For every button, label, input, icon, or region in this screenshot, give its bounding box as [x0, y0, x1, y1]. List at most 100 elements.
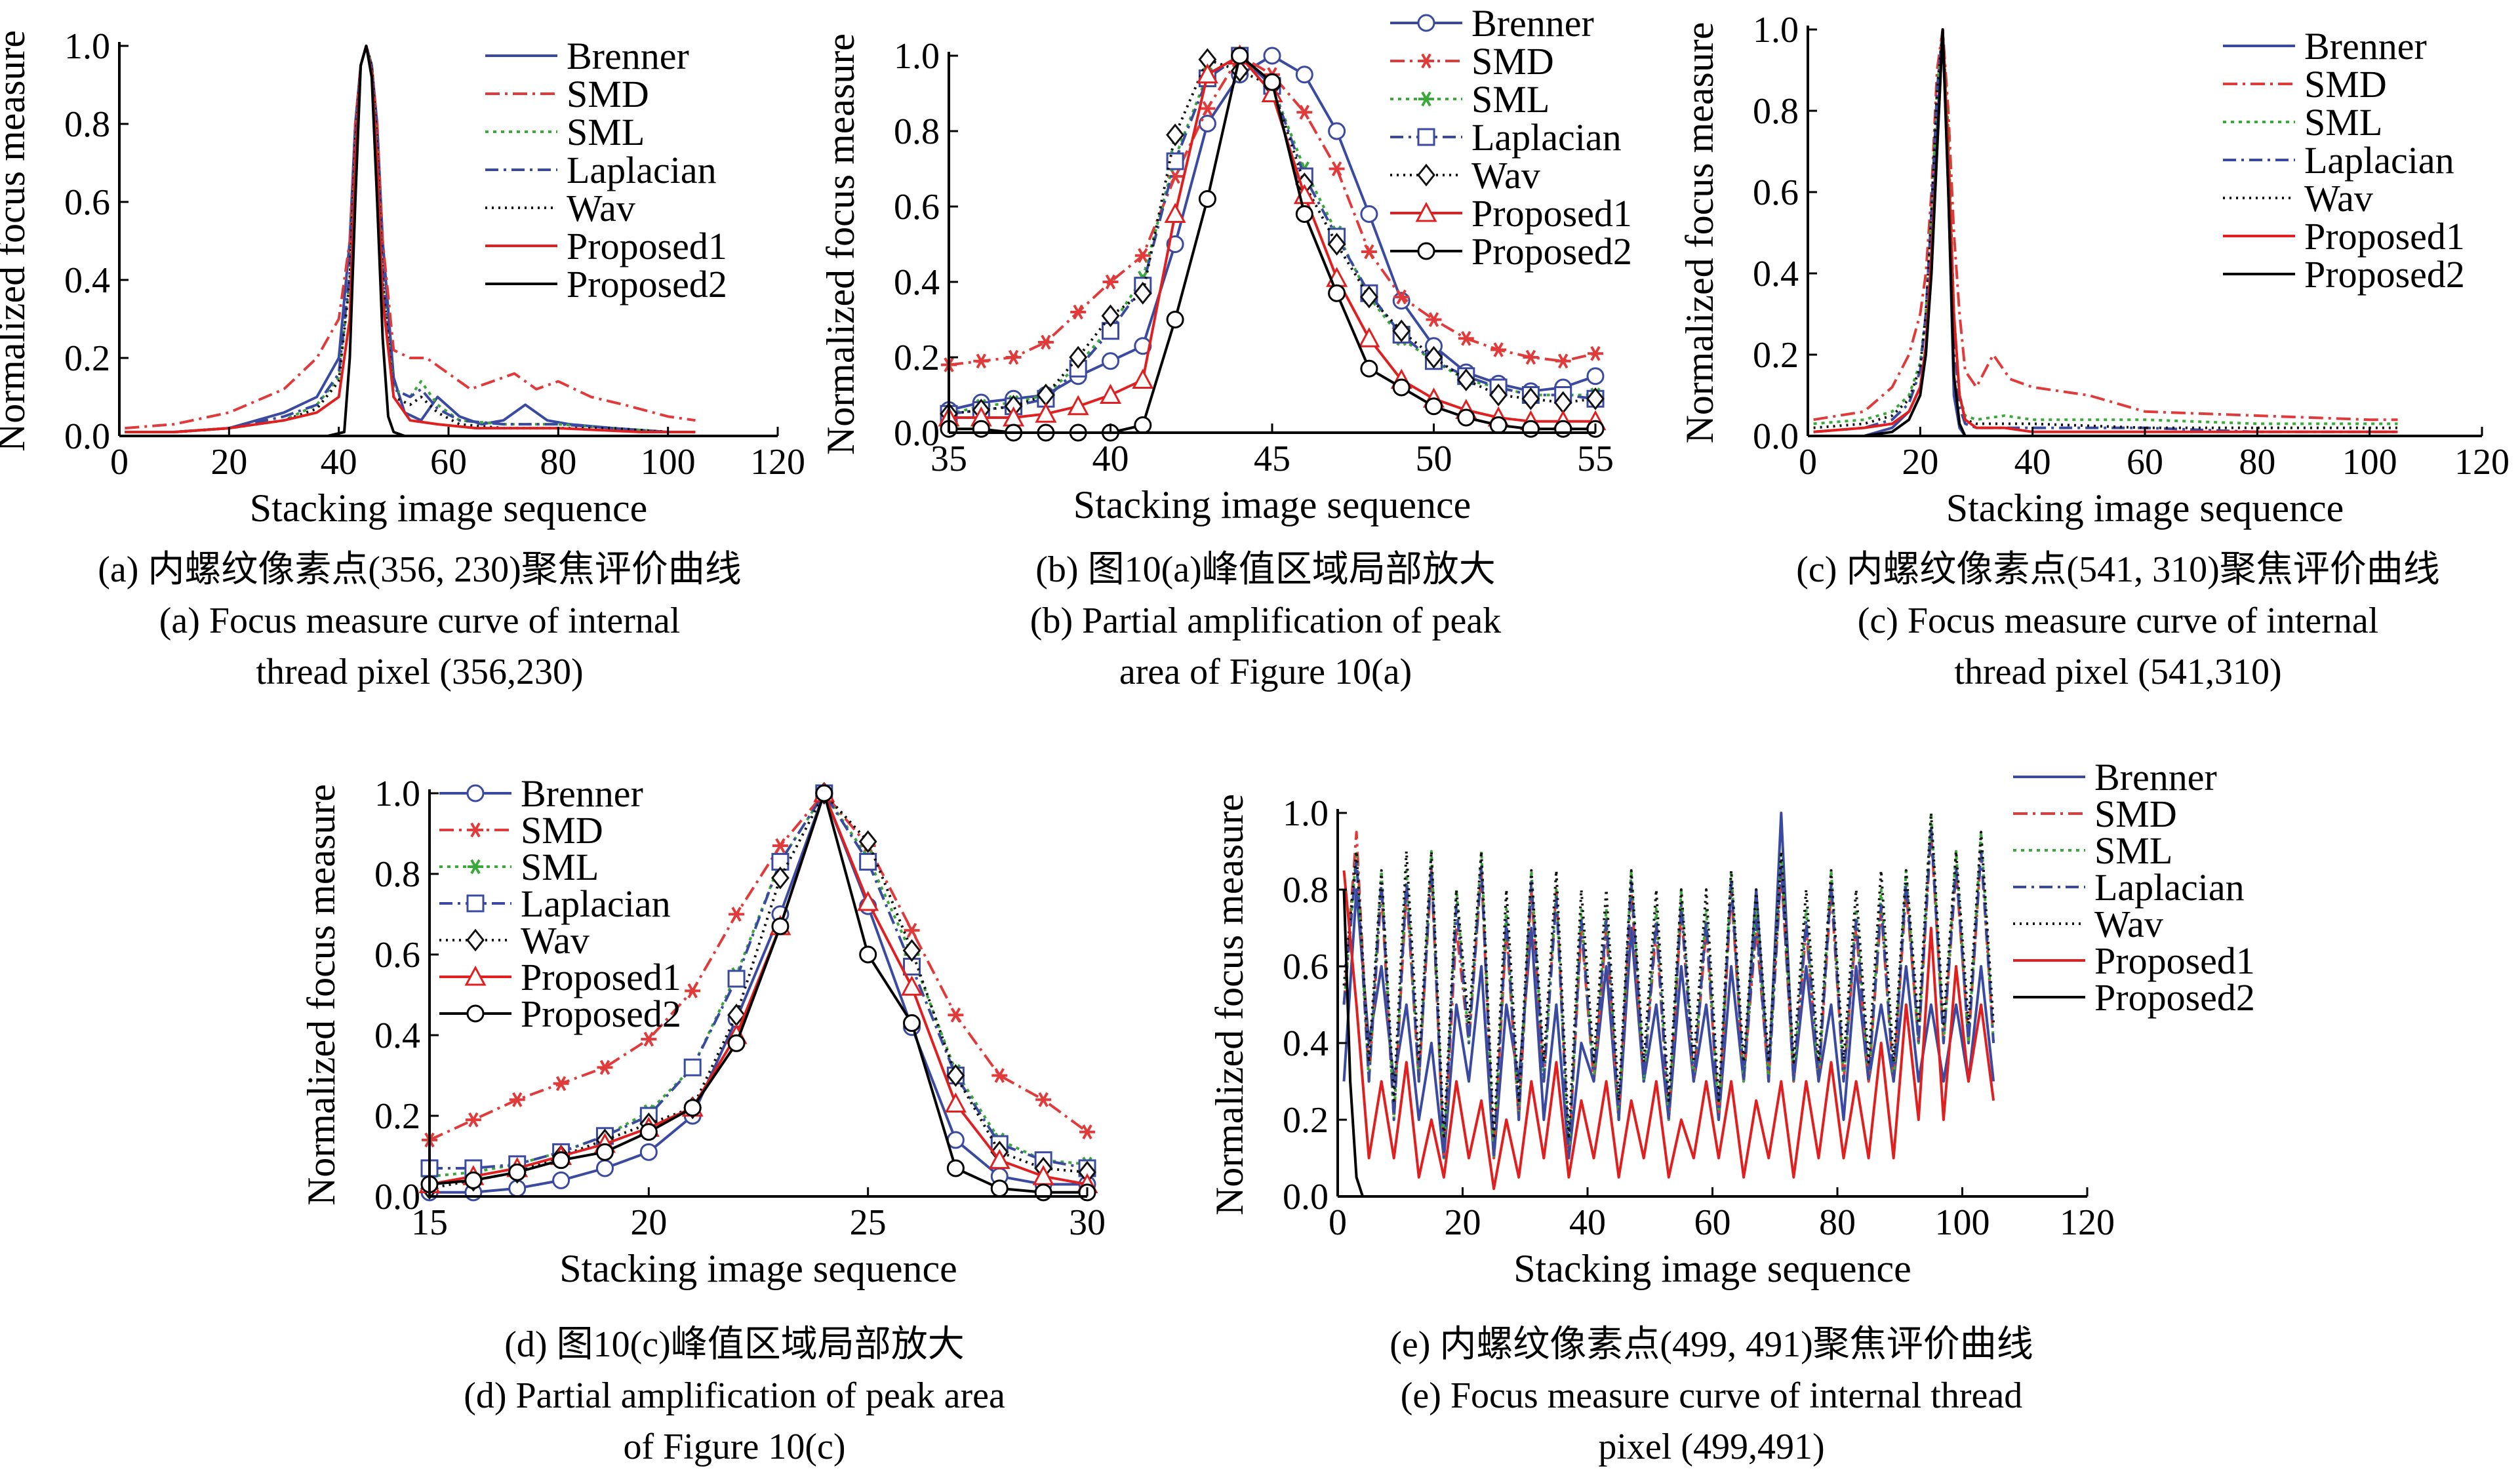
data-point-smd — [1523, 349, 1539, 365]
y-tick-label: 0.2 — [374, 1096, 420, 1137]
legend-label-proposed1: Proposed1 — [521, 956, 681, 998]
caption-e-en1: (e) Focus measure curve of internal thre… — [1400, 1375, 2023, 1416]
y-tick-label: 0.4 — [1283, 1023, 1329, 1064]
legend-label-wav: Wav — [567, 187, 635, 229]
data-point-proposed2 — [727, 1034, 746, 1052]
data-point-smd — [1296, 104, 1313, 120]
data-point-proposed2 — [1457, 408, 1475, 427]
data-point-proposed2 — [1198, 190, 1216, 208]
data-point-laplacian — [859, 853, 877, 871]
y-tick-label: 0.2 — [1753, 335, 1799, 376]
x-tick-label: 20 — [1902, 442, 1938, 483]
data-point-proposed2 — [1489, 416, 1508, 434]
x-tick-label: 40 — [2014, 442, 2051, 483]
legend-label-smd: SMD — [1471, 40, 1554, 83]
caption-d: (d) 图10(c)峰值区域局部放大 (d) Partial amplifica… — [308, 1319, 1161, 1472]
caption-d-en2: of Figure 10(c) — [623, 1427, 846, 1467]
legend-label-sml: SML — [1471, 78, 1550, 121]
y-tick-label: 0.4 — [374, 1016, 420, 1056]
caption-b-en1: (b) Partial amplification of peak — [1030, 601, 1502, 641]
data-point-proposed2 — [903, 1014, 921, 1033]
legend-label-brenner: Brenner — [1471, 2, 1594, 45]
caption-b-cn: (b) 图10(a)峰值区域局部放大 — [1035, 549, 1496, 590]
y-tick-label: 0.8 — [894, 111, 940, 152]
y-axis-label: Normalized focus measure — [0, 30, 33, 452]
y-tick-label: 1.0 — [374, 774, 420, 814]
y-tick-label: 0.2 — [1283, 1100, 1329, 1141]
series-line-laplacian — [430, 792, 1088, 1170]
series-line-smd — [1813, 28, 2398, 422]
x-tick-label: 35 — [930, 439, 967, 479]
x-tick-label: 55 — [1577, 439, 1614, 479]
legend-marker-sml — [1418, 91, 1434, 107]
y-tick-label: 0.8 — [1283, 870, 1329, 911]
caption-e-en2: pixel (499,491) — [1598, 1427, 1825, 1467]
data-point-brenner — [552, 1171, 570, 1189]
data-point-proposed2 — [508, 1163, 527, 1181]
data-point-smd — [1329, 161, 1345, 176]
legend-label-brenner: Brenner — [521, 772, 643, 815]
data-point-proposed1 — [857, 890, 879, 911]
legend-marker-brenner — [1417, 14, 1435, 32]
x-tick-label: 40 — [321, 442, 357, 483]
legend-marker-proposed1 — [1415, 201, 1437, 222]
data-point-wav — [1424, 345, 1443, 369]
x-tick-label: 15 — [411, 1202, 448, 1243]
series-line-wav — [1342, 812, 1995, 1141]
y-tick-label: 1.0 — [894, 36, 940, 77]
data-point-proposed2 — [683, 1099, 702, 1117]
data-point-wav — [902, 939, 921, 962]
data-point-smd — [1005, 349, 1022, 365]
data-point-wav — [1133, 281, 1152, 305]
legend-marker-sml — [468, 859, 483, 875]
legend-label-smd: SMD — [2094, 793, 2177, 835]
x-tick-label: 60 — [430, 442, 467, 483]
data-point-brenner — [1360, 205, 1378, 223]
data-point-smd — [1079, 1124, 1095, 1139]
data-point-proposed1 — [1196, 63, 1218, 84]
data-point-proposed2 — [1328, 284, 1346, 302]
data-point-wav — [1101, 304, 1120, 328]
data-point-laplacian — [727, 970, 746, 988]
legend-marker-brenner — [466, 784, 485, 802]
data-point-proposed2 — [1231, 47, 1249, 65]
series-line-proposed1 — [429, 792, 1088, 1186]
x-tick-label: 40 — [1092, 439, 1129, 479]
data-point-brenner — [639, 1143, 658, 1161]
chart-c: 0 20 40 60 80 100 120 0.0 0.2 0.4 0.6 0.8 1.0 Stackin… — [1678, 10, 2510, 530]
data-point-proposed2 — [464, 1171, 483, 1189]
data-point-proposed2 — [771, 917, 790, 936]
data-point-smd — [641, 1031, 657, 1047]
data-point-wav — [1489, 384, 1508, 406]
y-tick-label: 0.4 — [894, 262, 940, 303]
y-tick-label: 0.6 — [894, 187, 940, 227]
data-point-smd — [465, 1112, 481, 1128]
data-point-proposed2 — [1166, 311, 1184, 328]
data-point-proposed1 — [1067, 395, 1089, 416]
legend-marker-smd — [1418, 53, 1434, 69]
y-tick-label: 0.0 — [1753, 416, 1799, 457]
data-point-smd — [1070, 304, 1087, 320]
chart-b: 35 40 45 50 55 0.0 0.2 0.4 0.6 0.8 1.0 Stacking ima… — [819, 2, 1632, 526]
x-tick-label: 60 — [2127, 442, 2163, 483]
y-tick-label: 0.6 — [1753, 172, 1799, 213]
x-tick-label: 30 — [1069, 1202, 1106, 1243]
x-axis-label: Stacking image sequence — [1513, 1247, 1911, 1290]
data-point-smd — [1037, 334, 1054, 350]
data-point-wav — [1359, 285, 1378, 309]
legend-label-sml: SML — [2094, 829, 2172, 872]
data-point-smd — [1134, 248, 1151, 264]
data-point-smd — [509, 1092, 525, 1107]
series-line-proposed2 — [429, 792, 1087, 1194]
legend-label-proposed2: Proposed2 — [2094, 976, 2255, 1019]
data-point-smd — [729, 907, 745, 922]
data-point-proposed2 — [639, 1123, 658, 1141]
data-point-proposed1 — [1164, 203, 1186, 223]
data-point-wav — [771, 866, 790, 890]
legend-label-proposed1: Proposed1 — [567, 225, 727, 267]
legend-label-laplacian: Laplacian — [2304, 139, 2454, 182]
legend-label-proposed2: Proposed2 — [521, 993, 681, 1035]
x-tick-label: 60 — [1694, 1202, 1731, 1243]
y-tick-label: 0.0 — [1283, 1177, 1329, 1217]
